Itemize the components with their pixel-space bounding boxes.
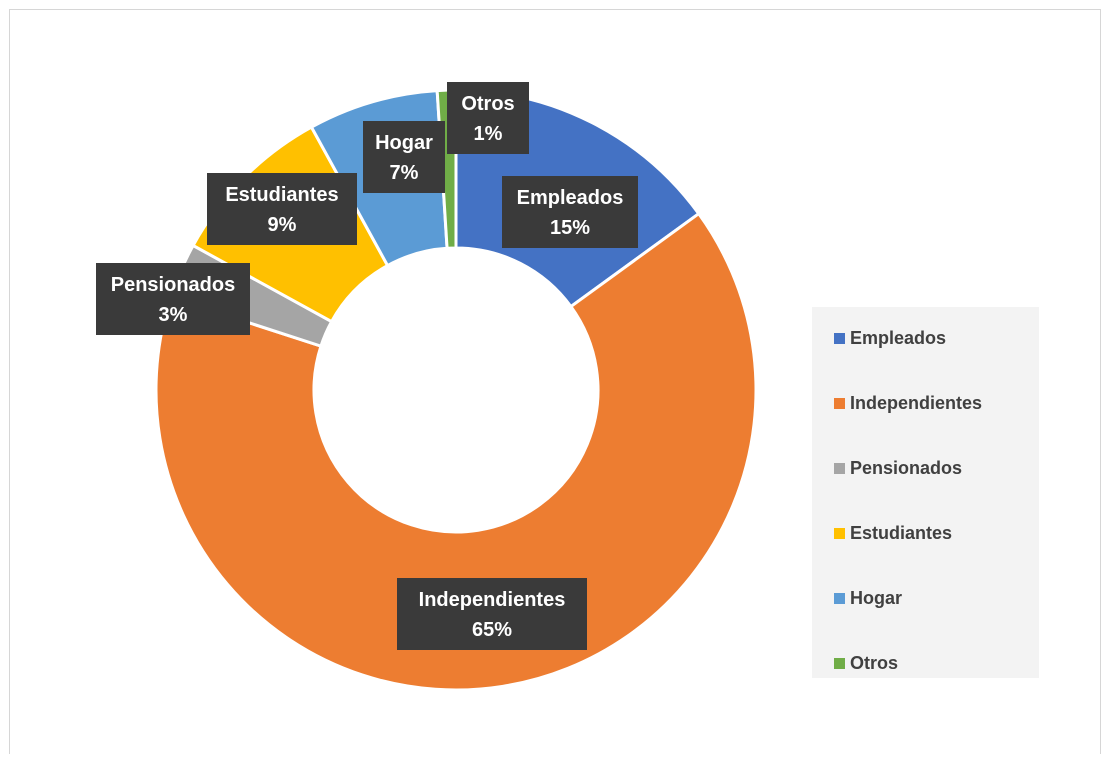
data-label-category: Pensionados — [111, 274, 235, 296]
data-label-value: 15% — [550, 217, 590, 239]
legend-label: Empleados — [850, 327, 947, 348]
data-label-category: Otros — [461, 93, 514, 115]
legend-item-independientes: Independientes — [834, 391, 982, 415]
data-label-value: 3% — [159, 304, 188, 326]
legend-swatch — [834, 592, 845, 604]
legend-swatch — [834, 462, 845, 474]
chart-legend: Empleados Independientes Pensionados Estudi… — [812, 307, 1039, 678]
data-labels-group: Empleados 15% Independientes 65% Pensionados… — [96, 82, 638, 650]
data-label-box — [397, 578, 587, 650]
legend-label: Independientes — [850, 392, 983, 413]
legend-swatch — [834, 397, 845, 409]
data-label-value: 7% — [390, 162, 419, 184]
legend-item-hogar: Hogar — [834, 586, 902, 610]
data-label-hogar: Hogar 7% — [363, 121, 445, 193]
data-label-category: Estudiantes — [225, 184, 338, 206]
data-label-empleados: Empleados 15% — [502, 176, 638, 248]
data-label-value: 65% — [472, 619, 512, 641]
legend-swatch — [834, 657, 845, 669]
data-label-value: 9% — [268, 214, 297, 236]
data-label-category: Independientes — [419, 589, 566, 611]
legend-item-estudiantes: Estudiantes — [834, 521, 952, 545]
legend-item-otros: Otros — [834, 651, 898, 675]
legend-item-empleados: Empleados — [834, 326, 946, 350]
legend-swatch — [834, 332, 845, 344]
data-label-box — [207, 173, 357, 245]
legend-label: Pensionados — [850, 457, 963, 478]
data-label-otros: Otros 1% — [447, 82, 529, 154]
data-label-box — [502, 176, 638, 248]
legend-label: Hogar — [850, 587, 903, 608]
legend-label: Estudiantes — [850, 522, 953, 543]
data-label-pensionados: Pensionados 3% — [96, 263, 250, 335]
data-label-value: 1% — [474, 123, 503, 145]
legend-item-pensionados: Pensionados — [834, 456, 962, 480]
data-label-box — [363, 121, 445, 193]
legend-swatch — [834, 527, 845, 539]
data-label-estudiantes: Estudiantes 9% — [207, 173, 357, 245]
data-label-category: Hogar — [375, 132, 433, 154]
data-label-category: Empleados — [517, 187, 624, 209]
slice-independientes — [154, 211, 758, 692]
data-label-box — [96, 263, 250, 335]
legend-label: Otros — [850, 652, 899, 673]
data-label-independientes: Independientes 65% — [397, 578, 587, 650]
data-label-box — [447, 82, 529, 154]
